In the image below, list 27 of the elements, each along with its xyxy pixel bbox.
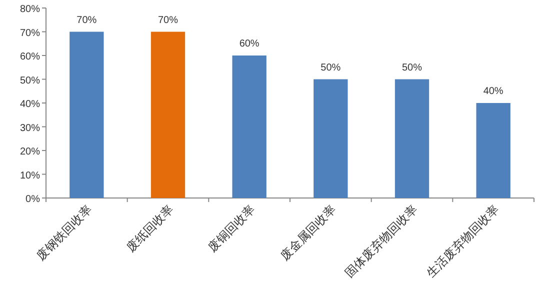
y-tick-label: 0%	[26, 194, 40, 205]
bar	[70, 32, 104, 198]
data-label: 70%	[76, 14, 97, 26]
bar	[232, 56, 266, 198]
x-tick-label: 生活废弃物回收率	[424, 202, 502, 280]
x-tick-label: 废金属回收率	[278, 202, 339, 264]
data-label: 40%	[483, 86, 504, 97]
data-label: 60%	[239, 38, 260, 50]
data-label: 70%	[158, 14, 178, 26]
data-label: 50%	[320, 62, 341, 74]
y-tick-label: 50%	[20, 75, 40, 86]
data-label: 50%	[402, 62, 422, 74]
x-tick-label: 废纸回收率	[124, 202, 176, 255]
y-tick-label: 10%	[20, 170, 40, 182]
bar	[394, 79, 430, 198]
bar	[476, 103, 510, 198]
y-tick-label: 60%	[20, 52, 40, 62]
y-tick-label: 40%	[20, 99, 40, 110]
x-tick-label: 废铜回收率	[205, 202, 258, 255]
y-tick-label: 20%	[20, 146, 40, 158]
x-tick-label: 废钢铁回收率	[34, 202, 95, 264]
bar	[314, 79, 348, 198]
x-tick-label: 固体废弃物回收率	[342, 202, 420, 280]
bar	[150, 32, 186, 198]
y-tick-label: 80%	[20, 4, 40, 15]
y-tick-label: 30%	[20, 122, 40, 134]
y-tick-label: 70%	[20, 28, 40, 39]
